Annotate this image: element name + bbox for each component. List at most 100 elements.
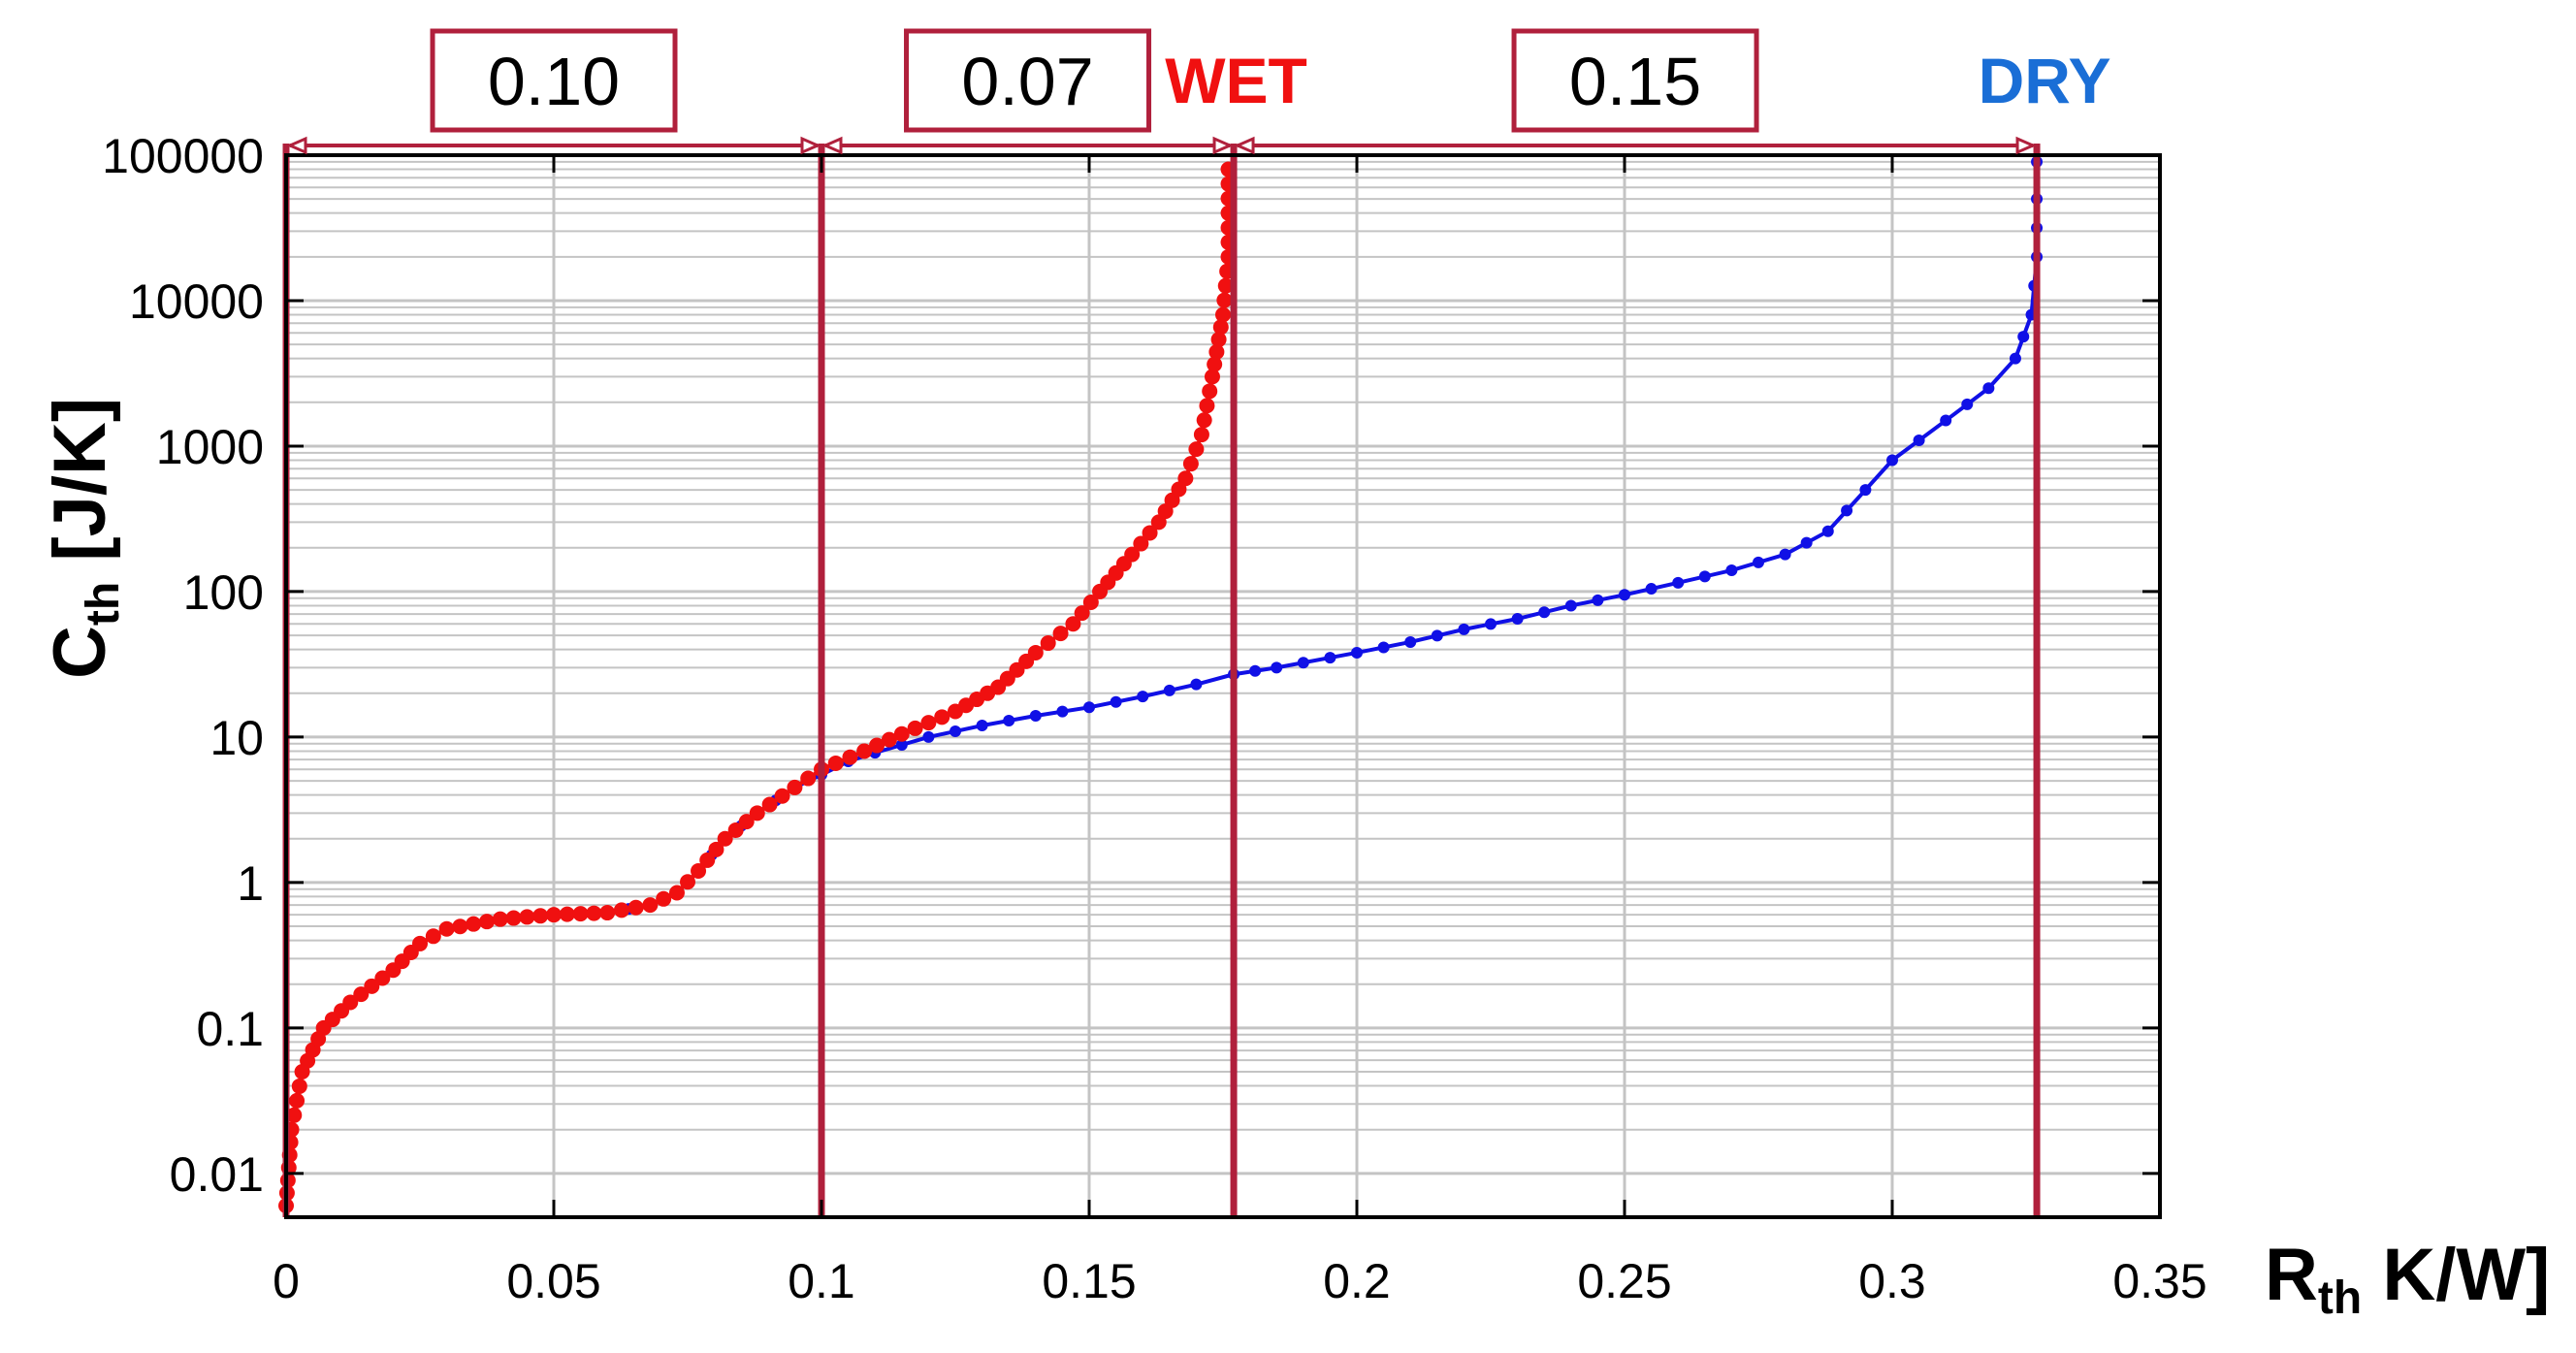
data-point [1645,583,1658,596]
data-point [1133,535,1149,552]
data-point [856,743,873,759]
interval-3: 0.15 [1234,28,2037,155]
plot-frame [284,153,2162,1219]
data-point [1216,292,1233,308]
data-point [922,730,935,743]
data-point [412,935,428,951]
data-point [907,720,923,736]
x-tick-labels: 0 0.05 0.1 0.15 0.2 0.25 0.3 0.35 [273,155,2207,1308]
interval-1: 0.10 [286,28,821,155]
data-point [976,720,988,732]
data-point [1564,599,1577,612]
data-point [1065,616,1081,632]
x-tick-label: 0.35 [2112,1254,2206,1308]
arrow-head-left [1234,136,1255,155]
data-point [353,986,370,1003]
data-point [800,770,817,787]
interval-2: 0.07 [821,28,1234,155]
data-point [708,841,724,857]
data-point [934,709,950,725]
y-tick-label: 0.1 [196,1002,264,1056]
data-point [1592,594,1604,606]
data-point [1029,709,1042,722]
data-point [727,821,744,838]
interval-value: 0.07 [961,44,1093,119]
data-point [1913,435,1925,447]
x-tick-label: 0.3 [1858,1254,1926,1308]
x-tick-label: 0.25 [1577,1254,1671,1308]
data-point [286,1107,303,1123]
data-point [1188,441,1205,458]
data-point [1297,657,1309,669]
data-point [1800,536,1813,549]
data-point [1698,570,1711,583]
data-point [452,918,468,935]
data-point [1040,635,1056,652]
y-axis-label-main: C [39,626,121,679]
interval-value: 0.10 [488,44,620,119]
data-point [1056,705,1069,718]
series-labels: DRY WET [1165,45,2110,116]
y-axis-label-rest: [J/K] [39,398,121,582]
data-point [749,805,765,821]
series-label-wet: WET [1165,45,1307,116]
x-axis-label: Rth K/W] [2265,1234,2550,1324]
y-tick-label: 100 [183,565,264,620]
data-point [1940,414,1952,427]
data-point [1083,701,1095,714]
data-point [1003,715,1015,727]
x-tick-label: 0.2 [1323,1254,1391,1308]
data-point [492,911,508,927]
data-point [374,970,391,986]
data-point [1190,678,1203,691]
data-point [1182,456,1199,472]
data-point [761,796,778,813]
data-point [1204,369,1220,385]
data-point [881,731,897,748]
interval-value: 0.15 [1569,44,1701,119]
data-point [438,920,455,937]
y-axis-label-sub: th [78,582,129,626]
x-tick-label: 0.05 [506,1254,600,1308]
data-point [1619,589,1630,601]
series-label-dry: DRY [1979,45,2111,116]
data-point [289,1092,306,1109]
data-point [1538,606,1551,619]
data-point [342,994,359,1011]
arrow-head-left [821,136,843,155]
data-point [532,908,549,924]
data-point [505,910,522,926]
data-point [1177,470,1194,487]
data-point [466,916,482,932]
data-point [1672,576,1685,589]
data-point [1511,612,1524,625]
y-tick-labels: 0.01 0.1 1 10 100 1000 10000 100000 [102,129,2160,1202]
data-point [1207,356,1223,372]
data-point [1212,319,1229,336]
data-point [1485,618,1497,630]
data-point [1886,454,1898,467]
grid [286,153,2160,1217]
x-axis-label-rest: K/W] [2362,1234,2550,1316]
data-point [479,914,495,930]
data-point [1163,684,1175,696]
data-point [668,885,685,901]
data-point [787,779,803,795]
data-point [519,909,535,925]
data-point [1271,661,1283,674]
data-point [1961,398,1974,410]
data-point [1753,556,1764,568]
data-point [1377,641,1390,654]
y-axis-label: Cth [J/K] [39,398,129,679]
arrow-head-right [1212,136,1234,155]
data-point [586,905,602,921]
data-point [717,830,733,847]
interval-box [1511,28,1759,133]
series-layer [278,155,2044,1214]
data-point [1202,383,1218,400]
data-point [1208,343,1225,360]
y-tick-label: 10 [209,711,264,765]
data-point [1199,398,1215,414]
data-point [546,907,562,923]
